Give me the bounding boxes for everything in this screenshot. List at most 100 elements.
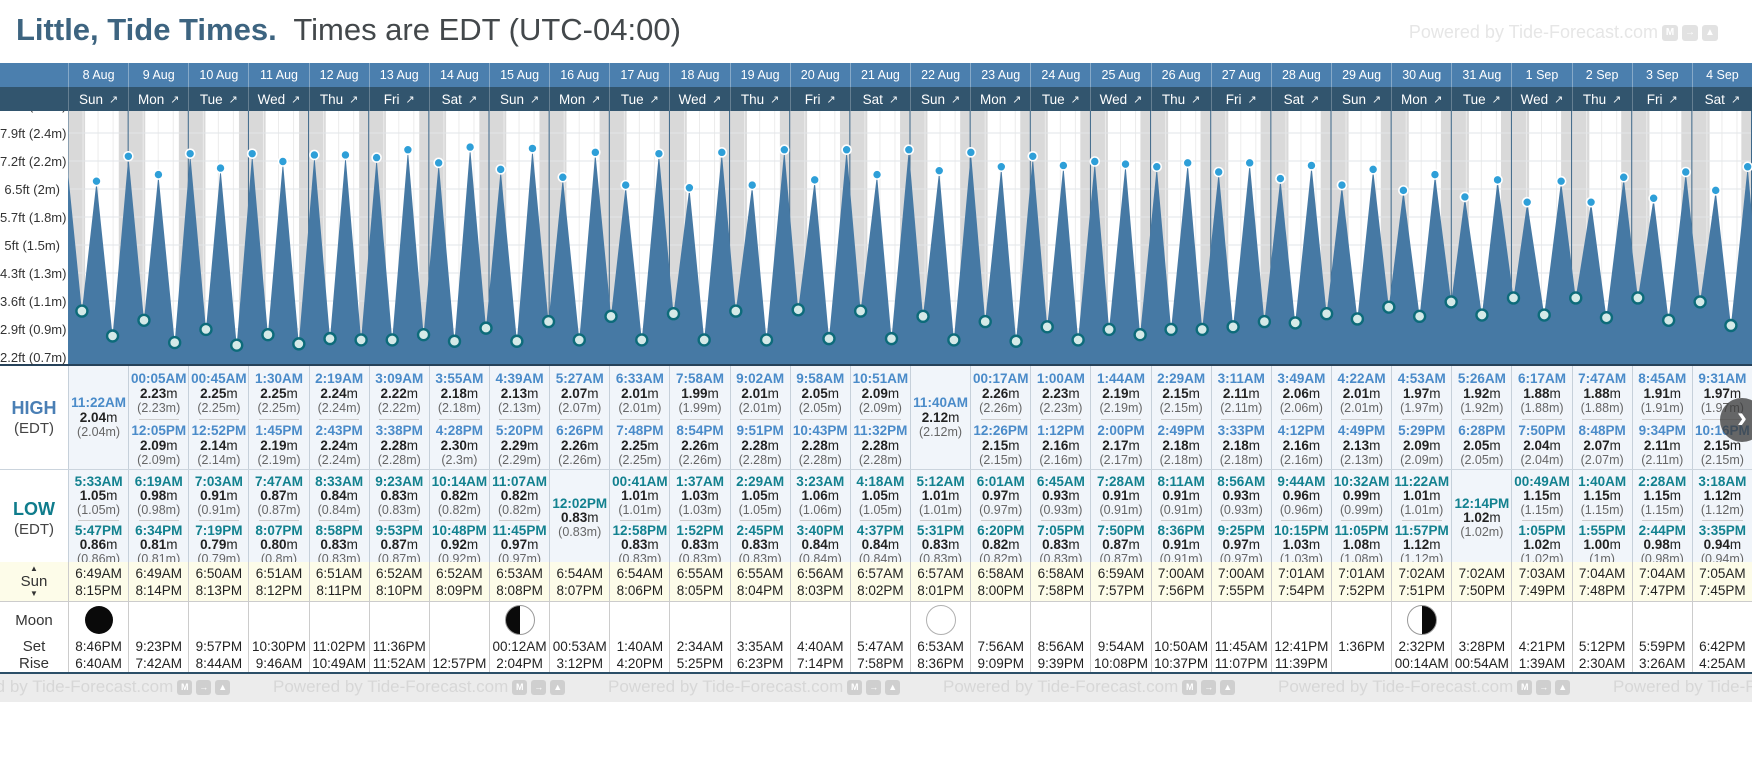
sun-times-cell: 6:58AM 8:00PM xyxy=(970,562,1031,601)
high-tide-height-value: 2.18 xyxy=(1222,438,1249,453)
weekday-link[interactable]: Mon ↗ xyxy=(970,87,1030,111)
high-tide-height: 2.29m xyxy=(490,438,549,453)
sun-times-cell: 6:57AM 8:01PM xyxy=(909,562,971,601)
date-cell[interactable]: 17 Aug xyxy=(609,63,669,87)
date-cell[interactable]: 20 Aug xyxy=(789,63,850,87)
weekday-link[interactable]: Thu ↗ xyxy=(1150,87,1211,111)
weekday-link[interactable]: Wed ↗ xyxy=(669,87,729,111)
date-cell[interactable]: 11 Aug xyxy=(248,63,308,87)
low-tide-height: 0.87m xyxy=(370,538,429,552)
date-cell[interactable]: 13 Aug xyxy=(368,63,429,87)
low-tide-cell: 12:02PM 0.83m (0.83m) xyxy=(549,470,610,566)
date-cell[interactable]: 28 Aug xyxy=(1270,63,1331,87)
tide-entry-divider xyxy=(1521,520,1563,521)
date-cell[interactable]: 9 Aug xyxy=(128,63,188,87)
weekday-link[interactable]: Wed ↗ xyxy=(1090,87,1150,111)
date-cell[interactable]: 30 Aug xyxy=(1391,63,1451,87)
weekday-link[interactable]: Sat ↗ xyxy=(1270,87,1331,111)
weekday-link[interactable]: Fri ↗ xyxy=(1210,87,1271,111)
high-tide-height: 1.92m xyxy=(1452,386,1511,401)
low-tide-height-paren: (1.15m) xyxy=(1520,503,1564,517)
weekday-link[interactable]: Wed ↗ xyxy=(1511,87,1571,111)
high-tide-height-value: 2.28 xyxy=(380,438,407,453)
weekday-link[interactable]: Sun ↗ xyxy=(68,87,128,111)
sunrise-time: 7:05AM xyxy=(1699,565,1746,581)
low-tide-height-value: 0.87 xyxy=(380,537,407,552)
sunset-time: 7:56PM xyxy=(1157,582,1205,598)
weekday-link[interactable]: Sun ↗ xyxy=(1330,87,1391,111)
set-row-label: Set xyxy=(0,638,68,655)
moonset-cell: 11:02PM xyxy=(308,638,369,655)
date-cell[interactable]: 12 Aug xyxy=(308,63,369,87)
low-tide-time: 10:15PM xyxy=(1274,523,1329,538)
weekday-link[interactable]: Fri ↗ xyxy=(368,87,429,111)
date-cell[interactable]: 14 Aug xyxy=(428,63,489,87)
weekday-label: Wed xyxy=(678,91,707,107)
date-cell[interactable]: 1 Sep xyxy=(1511,63,1571,87)
date-cell[interactable]: 15 Aug xyxy=(488,63,549,87)
high-tide-height: 2.25m xyxy=(249,386,308,401)
date-cell[interactable]: 27 Aug xyxy=(1210,63,1271,87)
date-cell[interactable]: 23 Aug xyxy=(970,63,1030,87)
date-cell[interactable]: 21 Aug xyxy=(849,63,910,87)
date-cell[interactable]: 26 Aug xyxy=(1150,63,1211,87)
date-cell[interactable]: 8 Aug xyxy=(68,63,128,87)
weekday-link[interactable]: Sun ↗ xyxy=(909,87,970,111)
date-cell[interactable]: 22 Aug xyxy=(909,63,970,87)
y-axis-label: 3.6ft (1.1m) xyxy=(0,294,67,309)
date-cell[interactable]: 10 Aug xyxy=(188,63,248,87)
weekday-link[interactable]: Thu ↗ xyxy=(729,87,790,111)
weekday-label: Wed xyxy=(1520,91,1549,107)
sunrise-time: 7:02AM xyxy=(1458,565,1506,581)
weekday-link[interactable]: Thu ↗ xyxy=(308,87,369,111)
moon-phase-cell xyxy=(970,602,1030,638)
high-tide-cell: 10:51AM 2.09m (2.09m) 11:32PM 2.28m (2.28m) xyxy=(849,366,910,469)
high-tide-entry: 10:51AM 2.09m (2.09m) xyxy=(851,371,910,416)
date-cell[interactable]: 24 Aug xyxy=(1030,63,1090,87)
tide-entry-divider xyxy=(379,419,420,420)
weekday-link[interactable]: Mon ↗ xyxy=(549,87,609,111)
tide-entry-divider xyxy=(1221,520,1262,521)
weekday-link[interactable]: Fri ↗ xyxy=(789,87,850,111)
moon-phase-cell xyxy=(1391,602,1451,638)
sunrise-time: 6:59AM xyxy=(1097,565,1145,581)
date-cell[interactable]: 25 Aug xyxy=(1090,63,1150,87)
date-cell[interactable]: 19 Aug xyxy=(729,63,790,87)
moonset-cell: 9:23PM xyxy=(128,638,188,655)
weekday-link[interactable]: Tue ↗ xyxy=(1451,87,1511,111)
date-cell[interactable]: 16 Aug xyxy=(549,63,609,87)
weekday-link[interactable]: Sat ↗ xyxy=(1691,87,1752,111)
weekday-link[interactable]: Tue ↗ xyxy=(1030,87,1090,111)
weekday-link[interactable]: Sat ↗ xyxy=(428,87,489,111)
weekday-link[interactable]: Tue ↗ xyxy=(188,87,248,111)
date-cell[interactable]: 2 Sep xyxy=(1571,63,1632,87)
height-unit: m xyxy=(1068,386,1080,401)
low-tide-height-value: 0.91 xyxy=(1162,537,1189,552)
weekday-link[interactable]: Tue ↗ xyxy=(609,87,669,111)
moonrise-cell: 11:39PM xyxy=(1270,655,1331,672)
date-cell[interactable]: 31 Aug xyxy=(1451,63,1511,87)
date-cell[interactable]: 4 Sep xyxy=(1691,63,1752,87)
date-cell[interactable]: 29 Aug xyxy=(1330,63,1391,87)
weekday-link[interactable]: Thu ↗ xyxy=(1571,87,1632,111)
y-axis-label: 5ft (1.5m) xyxy=(4,238,60,253)
date-cell[interactable]: 18 Aug xyxy=(669,63,729,87)
weekday-link[interactable]: Fri ↗ xyxy=(1631,87,1692,111)
high-tide-height-paren: (2.19m) xyxy=(257,453,301,467)
date-header-row: 8 Aug 9 Aug 10 Aug 11 Aug 12 Aug 13 Aug 14 Aug… xyxy=(0,63,1752,87)
high-tide-height: 2.04m xyxy=(1512,438,1571,453)
weekday-link[interactable]: Mon ↗ xyxy=(128,87,188,111)
weekday-link[interactable]: Wed ↗ xyxy=(248,87,308,111)
weekday-link[interactable]: Sun ↗ xyxy=(488,87,549,111)
weekday-link[interactable]: Sat ↗ xyxy=(849,87,910,111)
high-tide-cell: 7:47AM 1.88m (1.88m) 8:48PM 2.07m (2.07m) xyxy=(1571,366,1632,469)
height-unit: m xyxy=(1068,488,1080,503)
weekday-label: Tue xyxy=(620,91,644,107)
low-tide-height-value: 0.91 xyxy=(1102,488,1129,503)
date-cell[interactable]: 3 Sep xyxy=(1631,63,1692,87)
weekday-link[interactable]: Mon ↗ xyxy=(1391,87,1451,111)
low-tide-entry: 9:23AM 0.83m (0.83m) xyxy=(370,475,429,518)
next-period-button[interactable]: › xyxy=(1720,398,1752,442)
high-tide-entry: 7:58AM 1.99m (1.99m) xyxy=(670,371,729,416)
high-tide-height-paren: (2.11m) xyxy=(1641,453,1684,467)
